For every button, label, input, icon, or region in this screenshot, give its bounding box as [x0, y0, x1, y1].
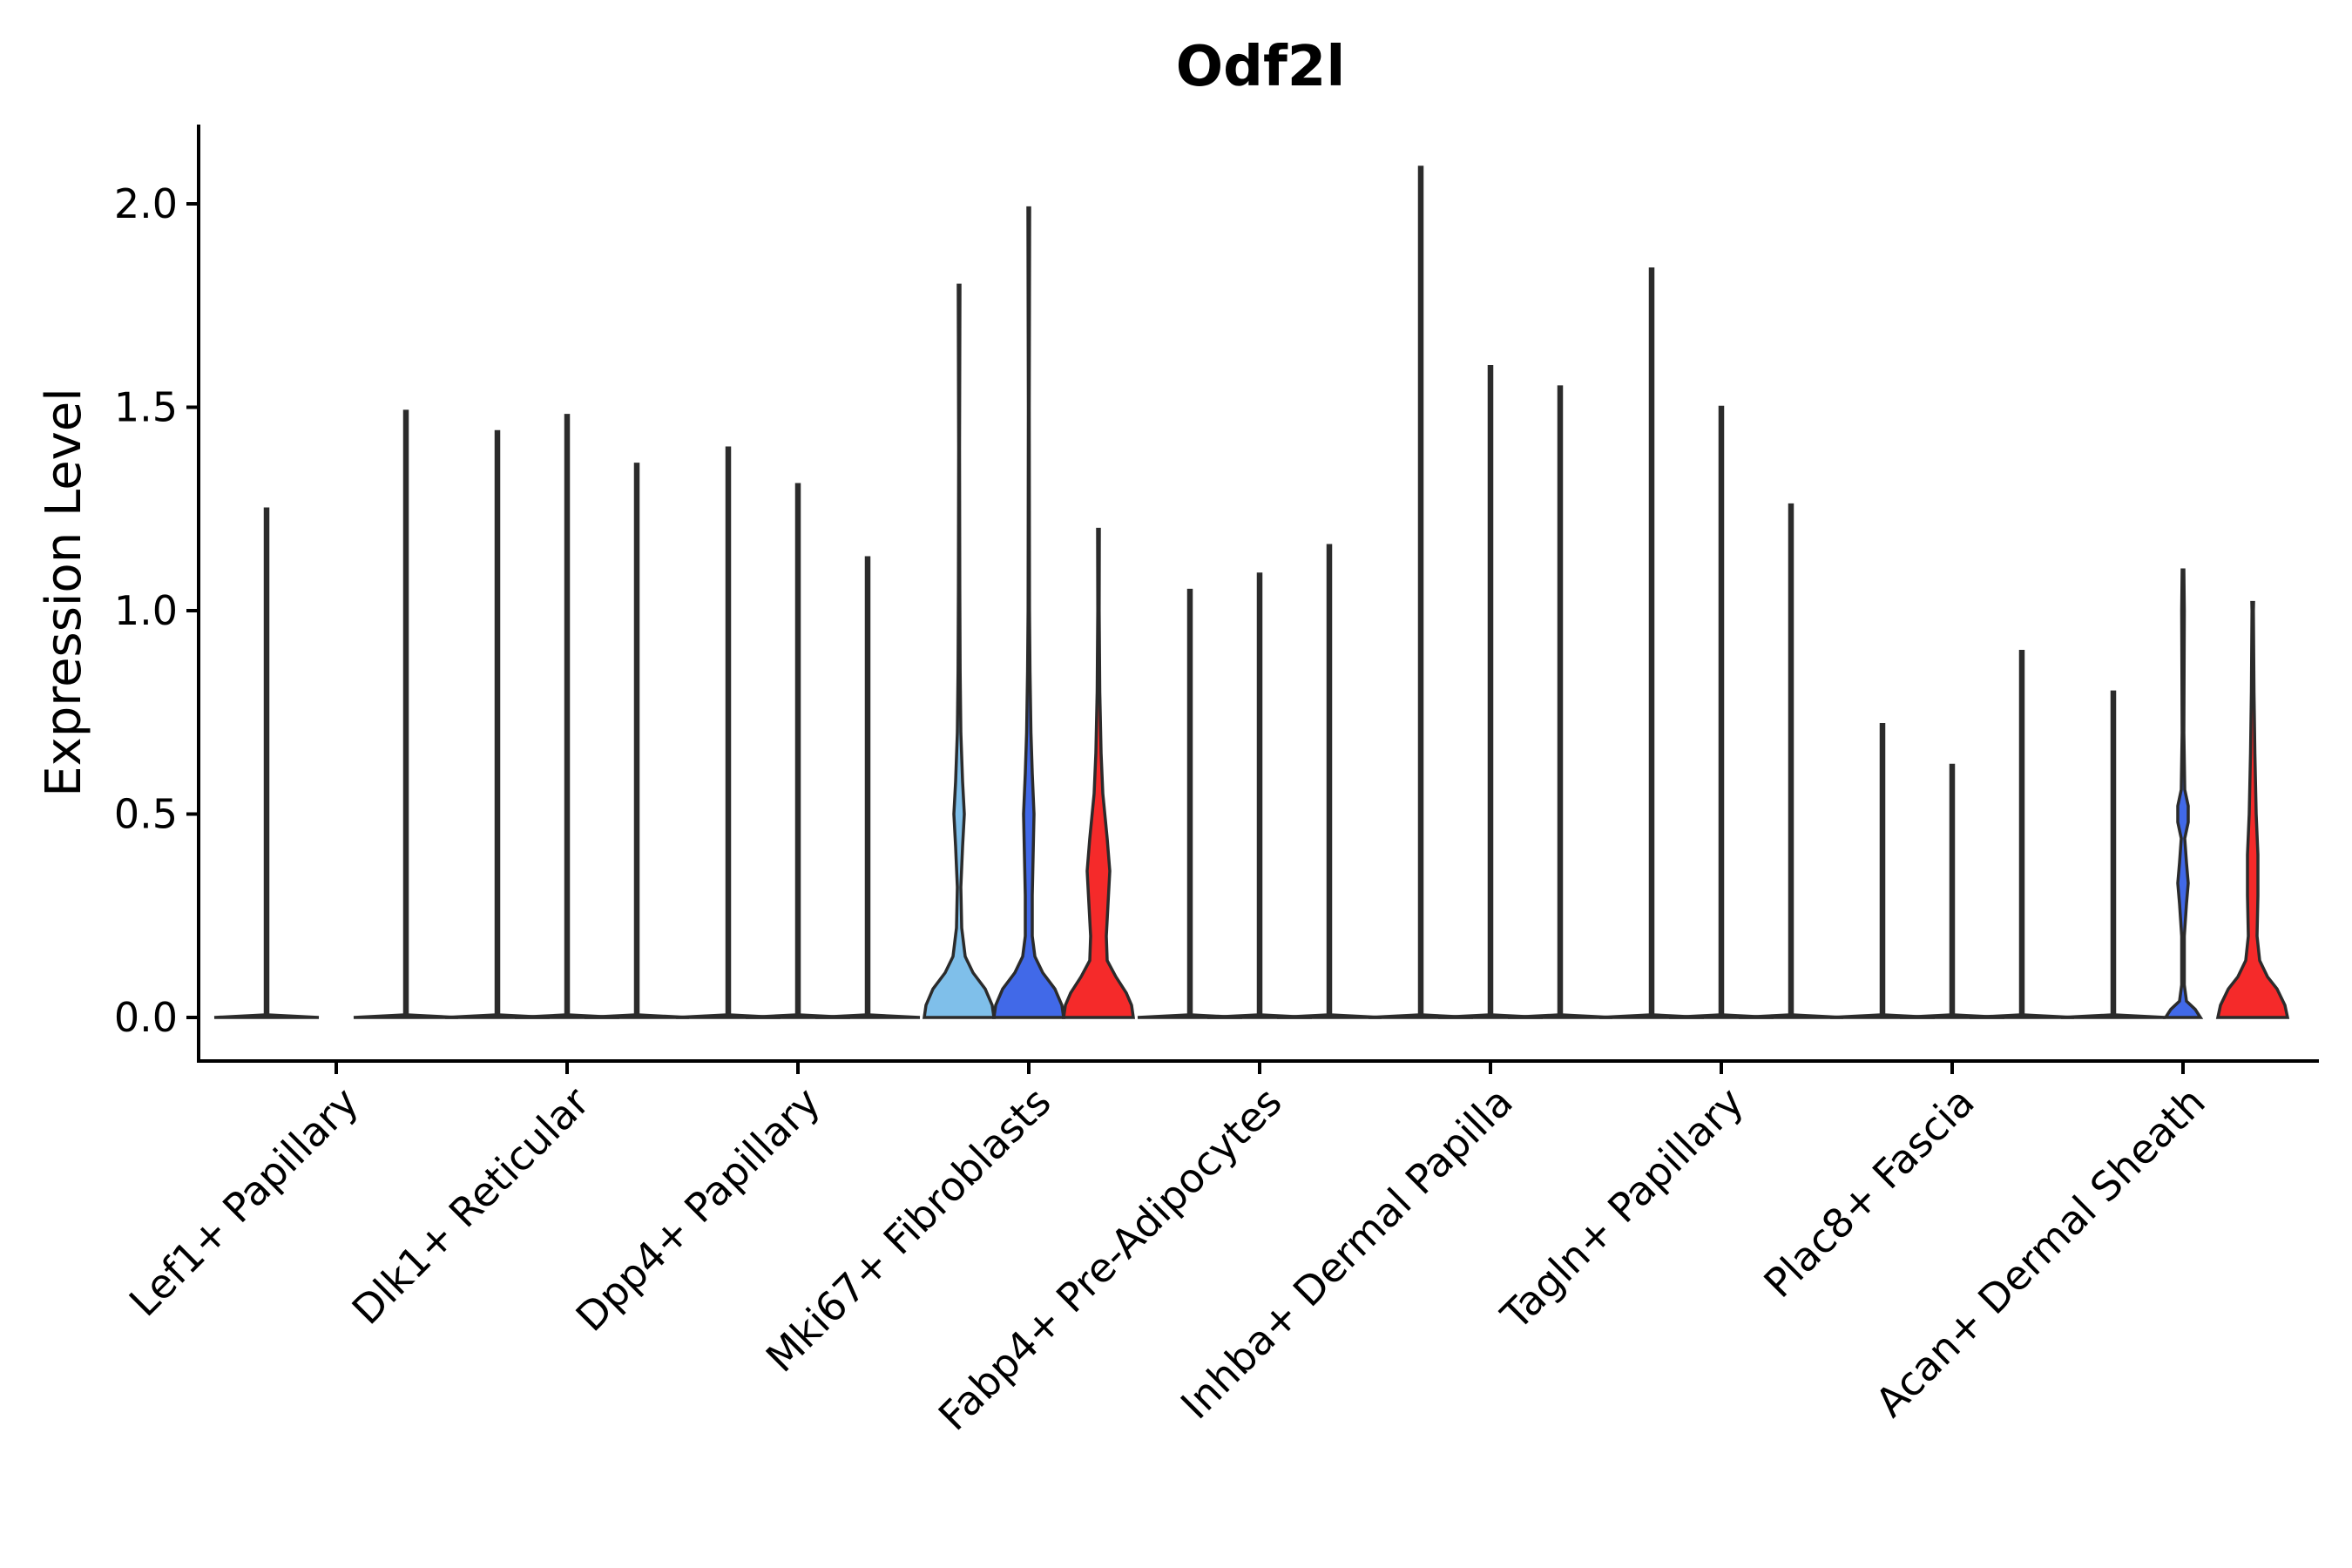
y-axis-ticks: 0.0 0.5 1.0 1.5 2.0 — [114, 180, 199, 1041]
violin — [2162, 568, 2204, 1019]
axes-frame — [197, 125, 2319, 1063]
y-tick-label: 0.0 — [114, 994, 178, 1041]
violins — [213, 166, 2290, 1019]
y-tick-label: 1.0 — [114, 587, 178, 634]
x-tick-label: Dpp4+ Papillary — [567, 1078, 829, 1341]
violin — [1738, 503, 1844, 1019]
violin — [991, 206, 1066, 1019]
x-tick-label: Dlk1+ Reticular — [343, 1078, 598, 1334]
violin — [1137, 588, 1243, 1019]
violin — [675, 446, 781, 1019]
violin — [745, 483, 851, 1019]
violin — [1206, 572, 1313, 1019]
violin — [514, 414, 620, 1019]
violin — [1598, 267, 1705, 1019]
violin — [2060, 690, 2166, 1019]
violin — [584, 463, 690, 1019]
violin — [1969, 649, 2075, 1019]
x-tick-label: Lef1+ Papillary — [120, 1078, 368, 1326]
violin — [213, 507, 320, 1019]
x-tick-label: Plac8+ Fascia — [1754, 1078, 1983, 1307]
violin — [1668, 405, 1774, 1019]
y-tick-label: 0.5 — [114, 791, 178, 838]
violin — [814, 556, 921, 1019]
violin — [1437, 365, 1544, 1019]
y-axis-label: Expression Level — [36, 388, 92, 797]
y-tick-label: 2.0 — [114, 180, 178, 227]
violin — [1276, 544, 1382, 1019]
violin — [1899, 763, 2005, 1019]
y-tick-label: 1.5 — [114, 384, 178, 431]
violin — [922, 283, 997, 1019]
violin — [1829, 723, 1936, 1019]
x-tick-label: Tagln+ Papillary — [1491, 1078, 1753, 1340]
violin — [2215, 600, 2290, 1019]
violin — [353, 409, 459, 1019]
chart-title: Odf2l — [1176, 35, 1346, 99]
violin — [1507, 385, 1613, 1019]
violin — [1368, 166, 1474, 1019]
violin — [1061, 527, 1136, 1019]
violin — [444, 429, 551, 1019]
